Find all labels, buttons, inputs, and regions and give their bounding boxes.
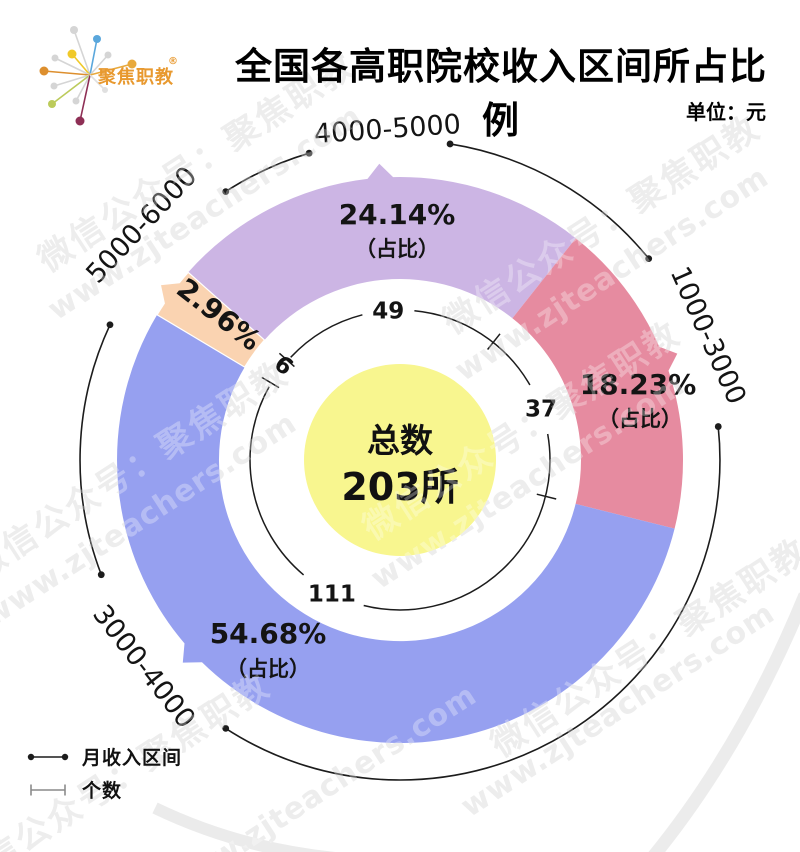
percent-label-4000-5000: 24.14% xyxy=(339,198,456,231)
percent-sublabel-3000-4000: （占比） xyxy=(226,657,310,681)
legend-label: 个数 xyxy=(82,780,123,802)
decorative-arc xyxy=(648,592,800,852)
donut-segment-1000-3000 xyxy=(512,238,684,529)
range-indicator-dot xyxy=(446,140,454,148)
legend-item-income-range: 月收入区间 xyxy=(26,740,182,773)
count-label-1000-3000: 37 xyxy=(525,397,557,423)
percent-label-3000-4000: 54.68% xyxy=(210,617,327,650)
range-indicator-dot xyxy=(714,423,722,430)
center-disc xyxy=(304,364,496,556)
donut-segment-5000-6000 xyxy=(156,271,266,368)
donut-segment-4000-5000 xyxy=(188,163,576,341)
range-indicator-arc xyxy=(449,143,650,260)
dot-ended-line-icon xyxy=(27,753,69,760)
center-total: 203所 xyxy=(341,465,458,509)
count-ring-tick xyxy=(536,493,557,500)
percent-sublabel-4000-5000: （占比） xyxy=(355,237,439,261)
range-indicator-dot xyxy=(222,724,230,732)
count-ring-arc xyxy=(249,386,305,576)
count-ring-tick xyxy=(278,352,295,368)
tick-ended-line-icon xyxy=(30,784,66,795)
range-indicator-dot xyxy=(97,571,105,579)
center-label: 总数 xyxy=(367,421,434,460)
range-indicator-dot xyxy=(305,149,313,157)
starburst-icon xyxy=(39,26,137,126)
donut-segment-3000-4000 xyxy=(117,314,675,744)
percent-label-1000-3000: 18.23% xyxy=(580,368,697,401)
range-indicator-dot xyxy=(222,188,230,196)
range-indicator-arc xyxy=(225,426,721,781)
brand-name: 聚焦职教 xyxy=(98,67,174,88)
count-ring-arc xyxy=(363,433,551,611)
category-label-5000-6000: 5000-6000 xyxy=(80,161,203,290)
brand-logo: 聚焦职教 ® xyxy=(10,8,210,128)
count-ring-arc xyxy=(414,309,531,386)
legend-item-count: 个数 xyxy=(26,773,182,806)
legend-label: 月收入区间 xyxy=(82,747,183,769)
range-indicator-arc xyxy=(79,324,111,575)
legend: 月收入区间 个数 xyxy=(26,740,182,806)
unit-label: 单位：元 xyxy=(686,100,766,124)
count-ring-tick xyxy=(261,376,280,389)
count-label-3000-4000: 111 xyxy=(308,582,356,608)
percent-sublabel-1000-3000: （占比） xyxy=(598,407,682,431)
registered-mark: ® xyxy=(168,56,178,67)
range-indicator-dot xyxy=(106,321,114,329)
chart-title: 全国各高职院校收入区间所占比例 xyxy=(235,45,767,142)
count-ring-arc xyxy=(290,314,363,358)
count-label-4000-5000: 49 xyxy=(372,298,404,324)
decorative-arc xyxy=(152,802,336,852)
count-ring-tick xyxy=(487,333,501,350)
range-indicator-arc xyxy=(225,152,310,193)
range-indicator-dot xyxy=(645,255,653,263)
